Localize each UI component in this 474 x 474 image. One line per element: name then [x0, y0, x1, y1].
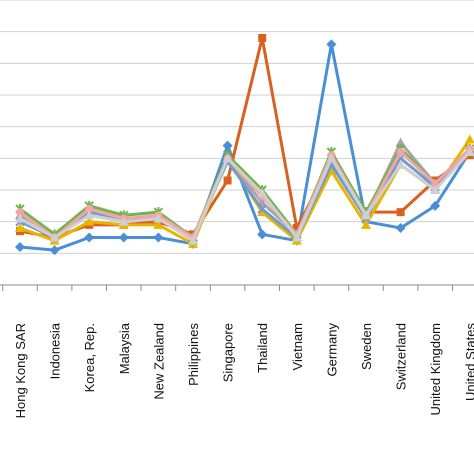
- series-line: [19, 36, 471, 239]
- x-tick-label: Switzerland: [394, 323, 409, 390]
- x-tick-label: Hong Kong SAR: [13, 323, 28, 418]
- data-point: [84, 216, 95, 226]
- data-point: [16, 208, 24, 217]
- data-point: [15, 223, 25, 232]
- x-tick-label: Indonesia: [48, 322, 63, 379]
- series-line: [19, 147, 471, 239]
- data-point: [15, 242, 25, 252]
- x-tick-label: Malaysia: [117, 322, 132, 374]
- x-tick-label: United States: [463, 323, 474, 402]
- data-point: [361, 210, 371, 220]
- data-point: [257, 204, 267, 214]
- x-tick-labels: Hong Kong SAR Indonesia Korea, Rep. Malaysi…: [13, 322, 474, 418]
- series-7: [15, 147, 474, 245]
- data-point: [85, 205, 94, 213]
- data-point: [361, 219, 371, 229]
- data-point: [464, 147, 474, 156]
- x-tick-label: Korea, Rep.: [82, 323, 97, 392]
- series-layer: [15, 34, 474, 256]
- data-point: [188, 235, 198, 245]
- data-point: [222, 153, 233, 163]
- data-point: [49, 245, 60, 256]
- data-point: [257, 207, 268, 217]
- data-point: [222, 140, 233, 151]
- data-point: [153, 232, 164, 243]
- axes: [0, 284, 474, 291]
- data-point: [430, 200, 441, 211]
- x-tick-label: Singapore: [221, 323, 236, 382]
- data-point: [118, 232, 129, 243]
- data-point: [326, 153, 337, 163]
- series-line: [19, 150, 471, 239]
- series-line: [19, 42, 472, 252]
- data-point: [326, 39, 337, 50]
- x-tick-label: Vietnam: [290, 323, 305, 370]
- data-point: [291, 232, 302, 242]
- x-tick-label: Sweden: [359, 323, 374, 370]
- data-point: [396, 208, 405, 217]
- data-point: [257, 188, 268, 198]
- data-point: [15, 213, 25, 223]
- data-point: [292, 224, 301, 232]
- data-point: [395, 223, 406, 233]
- data-point: [49, 232, 60, 242]
- data-point: [430, 185, 441, 194]
- data-point: [396, 148, 405, 156]
- series-line: [19, 150, 471, 243]
- x-tick-label: United Kingdom: [428, 323, 443, 416]
- data-point: [84, 232, 95, 243]
- data-point: [84, 210, 95, 220]
- data-point: [464, 134, 474, 144]
- data-point: [153, 219, 164, 229]
- data-point: [257, 229, 268, 240]
- data-point: [395, 159, 406, 169]
- data-point: [223, 176, 232, 185]
- data-point: [258, 34, 267, 42]
- data-point: [395, 137, 406, 147]
- x-tick-label: Thailand: [255, 323, 270, 373]
- x-tick-label: New Zealand: [151, 323, 166, 400]
- data-point: [118, 216, 129, 226]
- x-tick-label: Philippines: [186, 323, 201, 386]
- x-tick-label: Germany: [324, 323, 339, 377]
- data-point: [153, 213, 164, 223]
